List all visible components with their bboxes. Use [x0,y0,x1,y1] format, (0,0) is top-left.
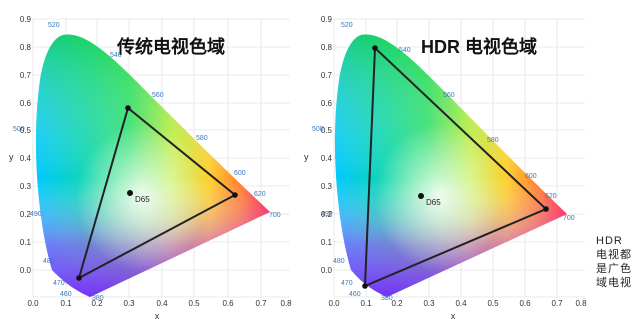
left-wavelength-labels: 520 540 560 580 600 620 700 500 490 480 … [13,22,281,302]
left-gamut-triangle [76,105,238,281]
right-wl-560: 560 [443,92,455,99]
right-wl-500: 500 [312,126,324,133]
right-wl-620: 620 [545,193,557,200]
side-note-line: 电视都 [596,249,632,261]
left-ytick: 0.7 [20,71,32,80]
right-ytick: 0.8 [321,43,333,52]
right-green-primary [372,45,378,51]
right-ytick: 0.3 [321,182,333,191]
left-wl-380: 380 [92,295,104,302]
left-spectral-locus [35,34,271,298]
left-panel-title: 传统电视色域 [116,36,225,57]
right-wavelength-labels: 520 540 560 580 600 620 700 500 490 480 … [312,22,575,302]
left-wl-470: 470 [53,280,65,287]
right-wl-700: 700 [563,215,575,222]
right-ytick: 0.0 [321,266,333,275]
right-wl-380: 380 [381,295,393,302]
right-chromaticity-panel: D65 520 540 560 580 600 620 700 500 490 … [301,0,601,323]
right-x-tick-labels: 0.0 0.1 0.2 0.3 0.4 0.5 0.6 0.7 0.8 [328,299,587,308]
right-wl-490: 490 [321,211,333,218]
right-xtick: 0.3 [423,299,435,308]
right-xtick: 0.1 [360,299,372,308]
right-wl-520: 520 [341,22,353,29]
right-cie-diagram: D65 520 540 560 580 600 620 700 500 490 … [304,15,587,321]
left-wl-480: 480 [43,258,55,265]
left-ytick: 0.5 [20,126,32,135]
left-red-primary [232,192,238,198]
right-xtick: 0.4 [455,299,467,308]
left-ytick: 0.8 [20,43,32,52]
right-ytick: 0.4 [321,154,333,163]
right-gamut-triangle [362,45,549,289]
left-wl-540: 540 [110,52,122,59]
left-ytick: 0.6 [20,99,32,108]
right-wl-480: 480 [333,258,345,265]
right-white-point-marker [418,193,424,199]
left-xtick: 0.5 [188,299,200,308]
right-ytick: 0.9 [321,15,333,24]
left-xtick: 0.1 [60,299,72,308]
right-ytick: 0.1 [321,238,333,247]
left-wl-600: 600 [234,170,246,177]
right-wl-460: 460 [349,291,361,298]
left-wl-490: 490 [30,211,42,218]
right-red-primary [543,206,549,212]
right-ytick: 0.6 [321,99,333,108]
right-spectral-locus [334,34,567,298]
right-ytick: 0.7 [321,71,333,80]
left-wl-460: 460 [60,291,72,298]
left-wl-580: 580 [196,135,208,142]
left-xtick: 0.0 [27,299,39,308]
right-y-tick-labels: 0.9 0.8 0.7 0.6 0.5 0.4 0.3 0.2 0.1 0.0 [321,15,333,275]
right-xtick: 0.7 [551,299,563,308]
right-x-axis-label: x [451,311,456,321]
right-xtick: 0.0 [328,299,340,308]
left-wl-520: 520 [48,22,60,29]
left-white-point-marker [127,190,133,196]
left-ytick: 0.0 [20,266,32,275]
right-xtick: 0.8 [575,299,587,308]
right-xtick: 0.6 [519,299,531,308]
left-wl-500: 500 [13,126,25,133]
left-cie-diagram: D65 520 540 560 580 600 620 700 500 490 … [9,15,292,321]
left-xtick: 0.3 [123,299,135,308]
right-wl-470: 470 [341,280,353,287]
left-blue-primary [76,275,82,281]
left-white-point-label: D65 [135,195,150,204]
side-note-line: HDR [596,235,623,247]
left-x-axis-label: x [155,311,160,321]
left-wl-620: 620 [254,191,266,198]
side-note-line: 是广色 [596,263,632,275]
right-wl-580: 580 [487,137,499,144]
left-xtick: 0.4 [156,299,168,308]
right-ytick: 0.5 [321,126,333,135]
left-chromaticity-panel: D65 520 540 560 580 600 620 700 500 490 … [0,0,310,323]
right-wl-600: 600 [525,173,537,180]
left-x-tick-labels: 0.0 0.1 0.2 0.3 0.4 0.5 0.6 0.7 0.8 [27,299,292,308]
left-wl-700: 700 [269,212,281,219]
left-xtick: 0.8 [280,299,292,308]
right-y-axis-label: y [304,152,309,162]
left-xtick: 0.7 [255,299,267,308]
left-ytick: 0.3 [20,182,32,191]
left-green-primary [125,105,131,111]
left-ytick: 0.4 [20,154,32,163]
left-ytick: 0.2 [20,210,32,219]
right-xtick: 0.5 [487,299,499,308]
right-xtick: 0.2 [391,299,403,308]
left-xtick: 0.6 [222,299,234,308]
right-panel-title: HDR 电视色域 [421,36,537,57]
right-blue-primary [362,283,368,289]
left-y-tick-labels: 0.9 0.8 0.7 0.6 0.5 0.4 0.3 0.2 0.1 0.0 [20,15,32,275]
right-ytick: 0.2 [321,210,333,219]
left-wl-560: 560 [152,92,164,99]
left-ytick: 0.9 [20,15,32,24]
side-note-line: 域电视 [596,277,632,289]
right-wl-540: 540 [399,47,411,54]
left-xtick: 0.2 [91,299,103,308]
side-note: HDR 电视都 是广色 域电视 [596,234,639,290]
left-ytick: 0.1 [20,238,32,247]
right-white-point-label: D65 [426,198,441,207]
left-y-axis-label: y [9,152,14,162]
